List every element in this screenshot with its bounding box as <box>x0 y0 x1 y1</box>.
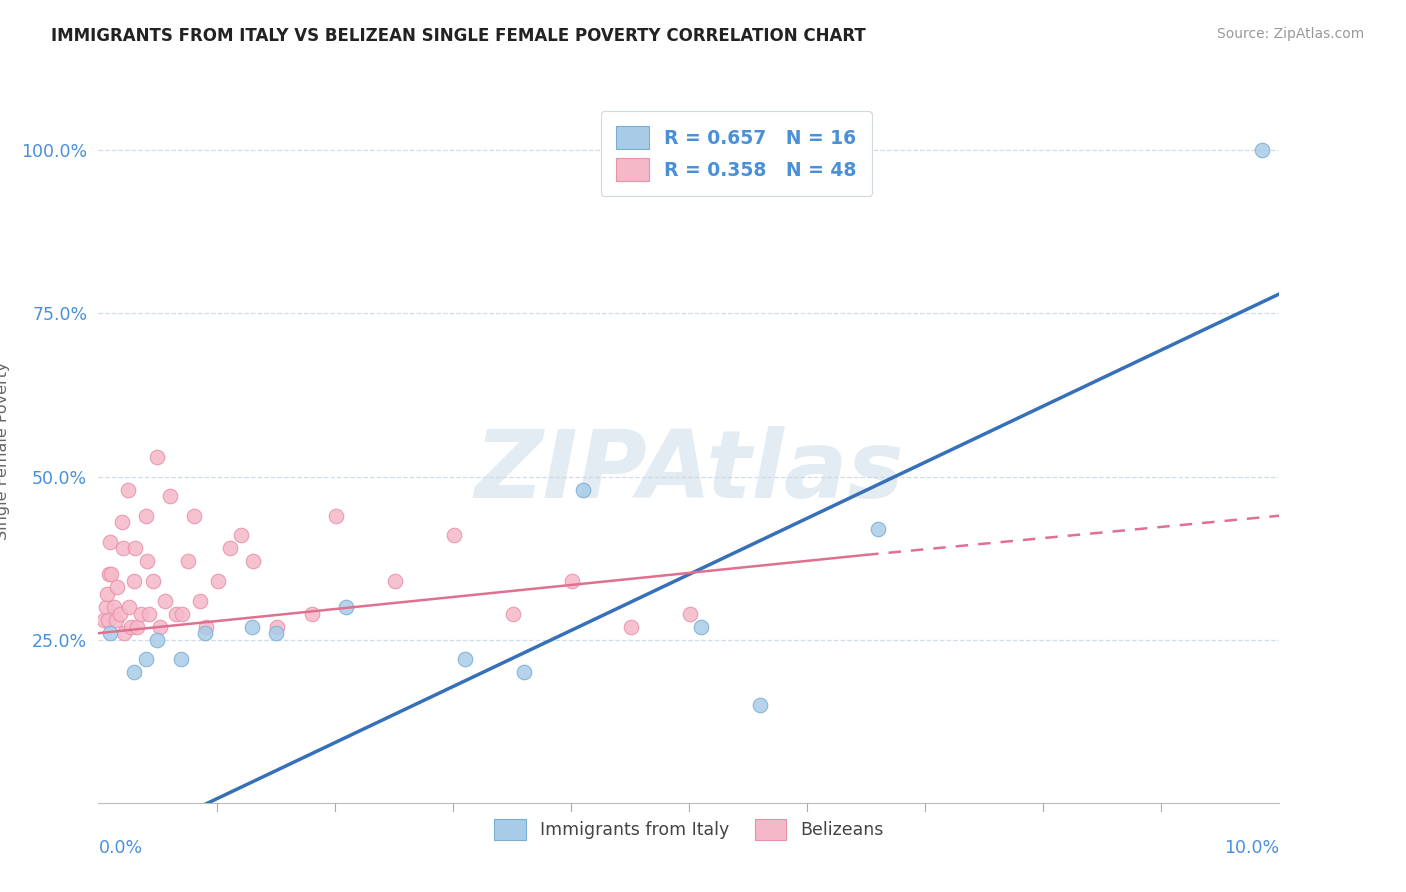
Point <box>135 554 157 568</box>
Point <box>384 574 406 588</box>
Point <box>146 450 169 464</box>
Point <box>748 698 770 712</box>
Point <box>100 567 122 582</box>
Point <box>159 489 181 503</box>
Point <box>129 607 152 621</box>
Point <box>512 665 534 680</box>
Point <box>325 508 347 523</box>
Point <box>111 515 134 529</box>
Point <box>122 574 145 588</box>
Point <box>266 620 288 634</box>
Point <box>502 607 524 621</box>
Point <box>98 626 121 640</box>
Point <box>135 508 157 523</box>
Point <box>93 613 115 627</box>
Y-axis label: Single Female Poverty: Single Female Poverty <box>0 361 10 540</box>
Point <box>103 600 125 615</box>
Point <box>301 607 323 621</box>
Point <box>124 541 146 556</box>
Point <box>142 574 165 588</box>
Point <box>98 534 121 549</box>
Text: IMMIGRANTS FROM ITALY VS BELIZEAN SINGLE FEMALE POVERTY CORRELATION CHART: IMMIGRANTS FROM ITALY VS BELIZEAN SINGLE… <box>51 27 865 45</box>
Point <box>679 607 702 621</box>
Point <box>207 574 229 588</box>
Point <box>866 522 889 536</box>
Point <box>264 626 287 640</box>
Point <box>149 620 172 634</box>
Point <box>97 613 120 627</box>
Point <box>218 541 240 556</box>
Point <box>165 607 187 621</box>
Point <box>443 528 465 542</box>
Point <box>170 652 193 666</box>
Point <box>112 541 135 556</box>
Point <box>561 574 583 588</box>
Point <box>194 626 217 640</box>
Point <box>571 483 593 497</box>
Point <box>172 607 194 621</box>
Point <box>335 600 357 615</box>
Point <box>146 632 169 647</box>
Point <box>188 593 211 607</box>
Point <box>183 508 205 523</box>
Point <box>117 483 139 497</box>
Point <box>689 620 711 634</box>
Point <box>620 620 643 634</box>
Point <box>118 600 141 615</box>
Point <box>122 665 145 680</box>
Text: 0.0%: 0.0% <box>98 838 142 856</box>
Text: Source: ZipAtlas.com: Source: ZipAtlas.com <box>1216 27 1364 41</box>
Point <box>94 600 117 615</box>
Point <box>177 554 200 568</box>
Point <box>453 652 475 666</box>
Point <box>242 554 264 568</box>
Point <box>135 652 157 666</box>
Text: ZIPAtlas: ZIPAtlas <box>474 425 904 517</box>
Point <box>127 620 149 634</box>
Point <box>96 587 118 601</box>
Point <box>112 626 135 640</box>
Text: 10.0%: 10.0% <box>1225 838 1279 856</box>
Legend: Immigrants from Italy, Belizeans: Immigrants from Italy, Belizeans <box>488 812 890 847</box>
Point <box>105 613 128 627</box>
Point <box>1250 144 1272 158</box>
Point <box>194 620 217 634</box>
Point <box>240 620 263 634</box>
Point <box>98 567 121 582</box>
Point <box>138 607 160 621</box>
Point <box>231 528 253 542</box>
Point <box>108 607 131 621</box>
Point <box>121 620 143 634</box>
Point <box>153 593 176 607</box>
Point <box>105 581 128 595</box>
